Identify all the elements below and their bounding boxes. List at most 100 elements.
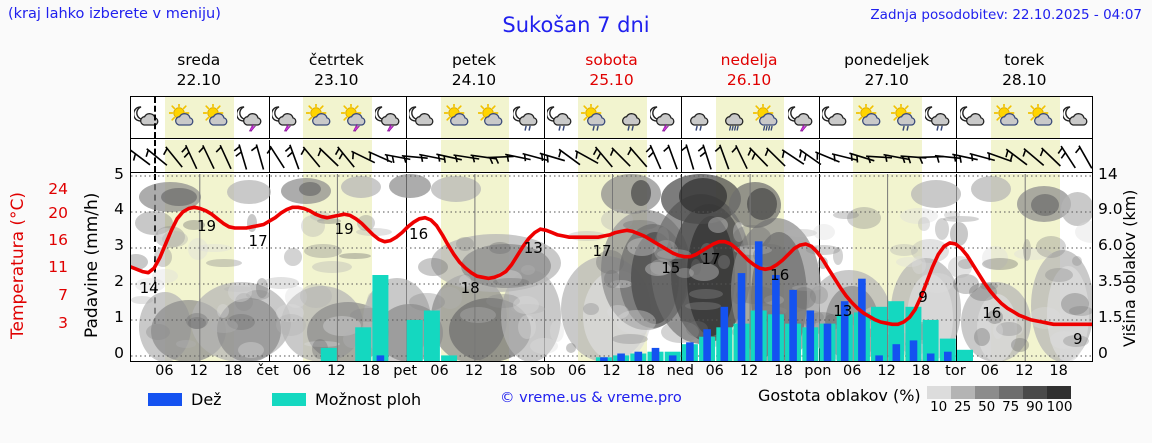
data-pane: 14 19 17 19 16 18 13 17 15 17 16 13 9 16 9 — [131, 174, 1092, 361]
cloud-height-tick: 14 — [1098, 165, 1118, 183]
cloud-height-tick: 6.0 — [1098, 236, 1123, 254]
day-name: četrtek — [308, 51, 364, 69]
time-tick-label: 06 — [843, 363, 862, 379]
showers-color-swatch — [272, 393, 306, 406]
day-separator — [681, 140, 683, 172]
temperature-value-label: 18 — [460, 278, 480, 297]
day-separator — [406, 97, 408, 138]
temperature-tick: 24 — [48, 180, 68, 198]
time-tick-label: 06 — [980, 363, 1000, 379]
moon-cloud-lightning-icon — [269, 97, 303, 138]
copyright-link[interactable]: © vreme.us & vreme.pro — [500, 390, 682, 406]
precipitation-tick: 1 — [114, 308, 124, 326]
moon-cloud-icon — [406, 97, 440, 138]
temperature-value-label: 16 — [409, 224, 429, 243]
time-tick-label: 12 — [1014, 363, 1034, 379]
cloud-density-tick: 50 — [978, 399, 996, 415]
legend-rain-label: Dež — [191, 390, 222, 409]
cloud-height-tick: 1.5 — [1098, 308, 1123, 326]
location-menu-note[interactable]: (kraj lahko izberete v meniju) — [8, 6, 221, 22]
last-updated: Zadnja posodobitev: 22.10.2025 - 04:07 — [870, 7, 1142, 23]
moon-cloud-drizzle-icon — [509, 97, 543, 138]
day-name: petek — [451, 51, 496, 69]
cloud-density-swatch — [926, 386, 951, 399]
day-separator — [818, 140, 820, 172]
day-header-6: ponedeljek 27.10 — [818, 50, 956, 92]
cloud-density-swatch — [998, 386, 1023, 399]
moon-cloud-icon — [1060, 97, 1092, 138]
page-title: Sukošan 7 dni — [502, 13, 650, 37]
temperature-value-label: 19 — [334, 220, 354, 239]
temperature-value-label: 9 — [918, 287, 928, 306]
day-date: 27.10 — [864, 71, 909, 89]
time-tick-label: tor — [945, 363, 966, 379]
temperature-tick: 7 — [58, 286, 68, 304]
day-separator — [956, 97, 958, 138]
sun-cloud-icon — [303, 97, 337, 138]
temperature-tick: 20 — [48, 204, 68, 222]
time-tick-label: čet — [256, 363, 279, 379]
day-separator — [818, 97, 820, 138]
cloud-density-gradient — [926, 386, 1071, 399]
time-tick-label: 18 — [1049, 363, 1068, 379]
precipitation-tick: 5 — [114, 165, 124, 183]
meteogram-plot[interactable]: 14 19 17 19 16 18 13 17 15 17 16 13 9 16 9 — [130, 96, 1093, 362]
cloud-density-swatch — [950, 386, 975, 399]
time-tick-label: 12 — [739, 363, 759, 379]
day-date: 25.10 — [589, 71, 634, 89]
sun-cloud-drizzle-icon — [888, 97, 922, 138]
time-tick-label: pon — [804, 363, 832, 379]
day-date: 28.10 — [1002, 71, 1047, 89]
temperature-tick: 11 — [48, 258, 68, 276]
cloud-drizzle-icon — [613, 97, 647, 138]
wind-barbs — [131, 140, 1092, 172]
legend: Dež Možnost ploh © vreme.us & vreme.pro … — [130, 386, 1140, 418]
precipitation-tick: 3 — [114, 236, 124, 254]
day-separator — [268, 174, 270, 361]
cloud-height-tick: 3.5 — [1098, 272, 1123, 290]
sun-cloud-icon — [991, 97, 1025, 138]
time-tick-label: ned — [666, 363, 694, 379]
moon-cloud-icon — [956, 97, 990, 138]
time-tick-label: 18 — [774, 363, 793, 379]
cloud-density-tick: 10 — [930, 399, 948, 415]
sun-cloud-icon — [200, 97, 234, 138]
time-tick-label: 18 — [499, 363, 518, 379]
day-header-3: petek 24.10 — [405, 50, 543, 92]
day-separator — [681, 97, 683, 138]
day-header-1: sreda 22.10 — [130, 50, 268, 92]
sun-cloud-rain-icon — [750, 97, 784, 138]
cloud-density-tick: 75 — [1002, 399, 1020, 415]
day-name: nedelja — [720, 51, 778, 69]
cloud-density-tick: 100 — [1046, 399, 1073, 415]
day-header-2: četrtek 23.10 — [268, 50, 406, 92]
day-separator — [956, 174, 958, 361]
day-name: ponedeljek — [844, 51, 930, 69]
sun-cloud-icon — [1025, 97, 1059, 138]
weather-icon-band — [131, 97, 1092, 139]
temperature-value-label: 17 — [592, 242, 612, 260]
time-tick-label: 18 — [636, 363, 656, 379]
cloud-density-swatch — [1022, 386, 1047, 399]
temperature-value-label: 16 — [982, 303, 1002, 322]
time-tick-label: 12 — [877, 363, 896, 379]
day-header-5: nedelja 26.10 — [680, 50, 818, 92]
temperature-tick: 16 — [48, 231, 68, 249]
day-name: sobota — [585, 51, 638, 69]
precipitation-axis-label: Padavine (mm/h) — [82, 192, 102, 338]
time-tick-label: 06 — [292, 363, 312, 379]
day-separator — [818, 174, 820, 361]
moon-cloud-drizzle-icon — [544, 97, 578, 138]
time-tick-label: pet — [393, 363, 418, 379]
temperature-value-label: 13 — [833, 301, 853, 320]
time-axis: 06 12 18 čet 06 12 18 pet 06 12 18 sob 06 12 18 ned 06 12… — [130, 363, 1093, 383]
cloud-rain-icon — [716, 97, 750, 138]
moon-cloud-lightning-icon — [784, 97, 818, 138]
day-header-7: torek 28.10 — [955, 50, 1093, 92]
day-date: 22.10 — [176, 71, 221, 89]
cloud-height-tick: 9.0 — [1098, 200, 1123, 218]
temperature-value-label: 9 — [1073, 330, 1083, 349]
temperature-value-label: 19 — [196, 216, 217, 235]
daylight-stripe — [990, 140, 1060, 172]
moon-cloud-drizzle-icon — [922, 97, 956, 138]
